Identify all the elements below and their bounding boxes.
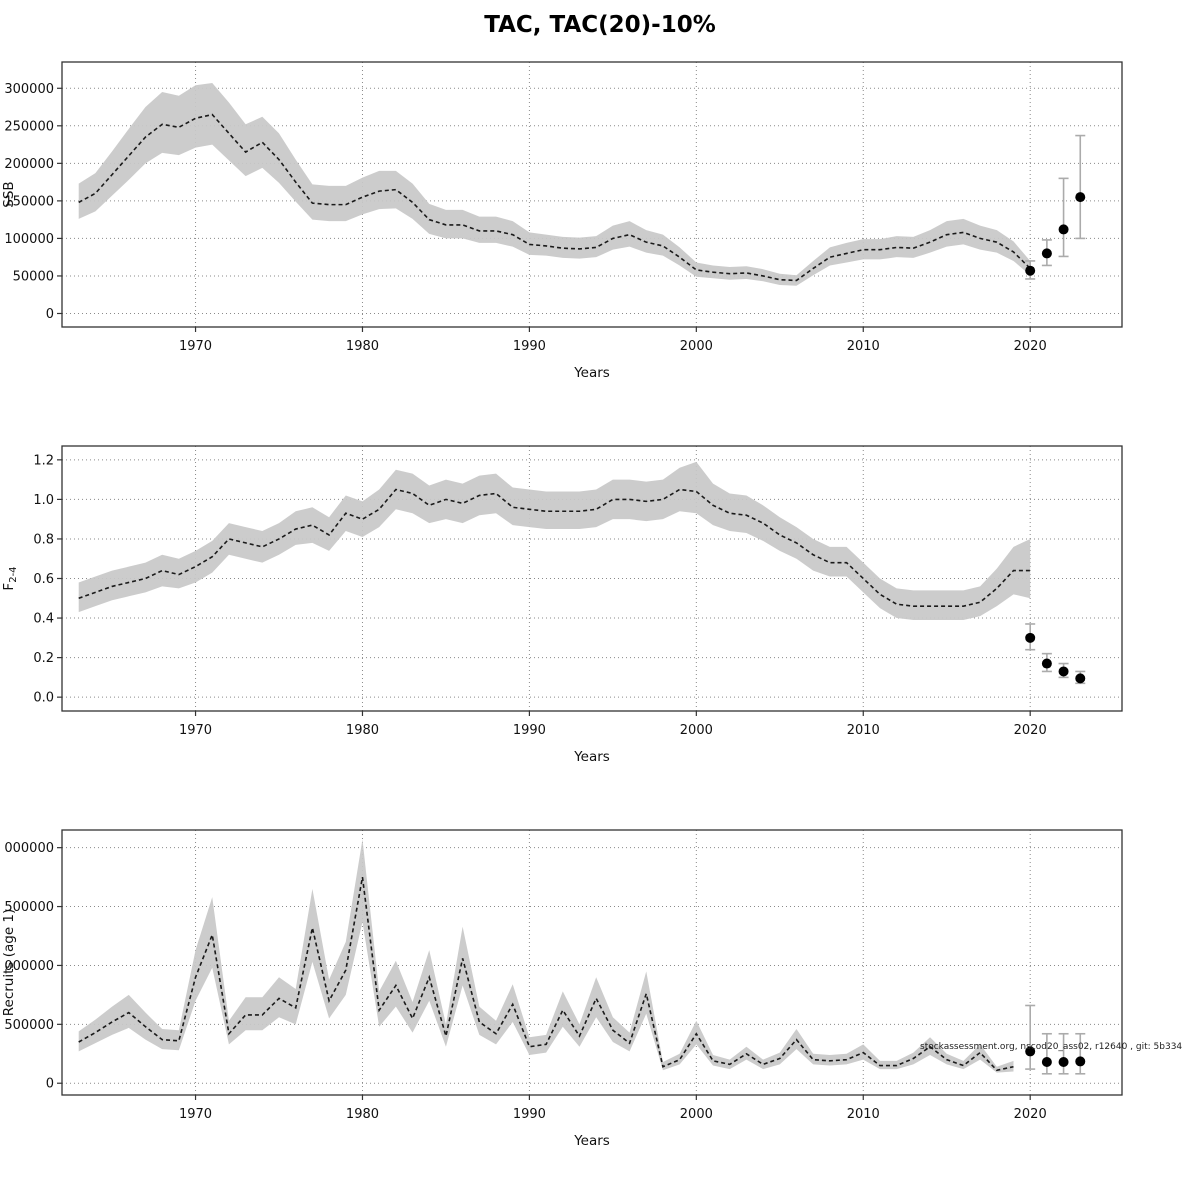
x-tick-label: 1980 xyxy=(346,723,379,738)
confidence-band xyxy=(78,83,1031,286)
forecast-point xyxy=(1041,248,1052,259)
y-tick-label: 000000 xyxy=(4,959,54,974)
page-title: TAC, TAC(20)-10% xyxy=(484,12,716,38)
y-tick-label: 0.8 xyxy=(33,532,54,547)
y-tick-label: 150000 xyxy=(4,194,54,209)
ssb-chart: 1970 1980 1990 2000 2010 2020 0 50000 100000 1500… xyxy=(1,61,1123,381)
x-tick-label: 1980 xyxy=(346,339,379,354)
x-tick-label: 2020 xyxy=(1014,723,1047,738)
forecast-point xyxy=(1025,1046,1036,1057)
y-tick-label: 100000 xyxy=(4,232,54,247)
y-tick-label: 500000 xyxy=(4,1018,54,1033)
x-tick-label: 1970 xyxy=(179,339,212,354)
y-axis-title: SSB xyxy=(1,181,17,207)
forecast-point xyxy=(1058,666,1069,677)
x-axis-title: Years xyxy=(573,365,610,381)
x-tick-label: 2010 xyxy=(847,339,880,354)
x-tick-label: 1970 xyxy=(179,1107,212,1122)
forecast-point xyxy=(1025,632,1036,643)
x-axis-title: Years xyxy=(573,749,610,765)
estimate-line xyxy=(78,876,1014,1072)
recruitment-chart: 1970 1980 1990 2000 2010 2020 0 500000 000000 500… xyxy=(1,829,1123,1149)
x-tick-label: 1980 xyxy=(346,1107,379,1122)
y-tick-label: 0.0 xyxy=(33,691,54,706)
x-tick-label: 1990 xyxy=(513,339,546,354)
x-tick-label: 1990 xyxy=(513,723,546,738)
y-tick-label: 200000 xyxy=(4,157,54,172)
watermark-text: stockassessment.org, nscod20_ass02, r126… xyxy=(920,1042,1183,1052)
forecast-point xyxy=(1058,224,1069,235)
y-tick-label: 000000 xyxy=(4,841,54,856)
forecast-point xyxy=(1041,1057,1052,1068)
x-tick-label: 2000 xyxy=(680,723,713,738)
plot-frame xyxy=(61,61,1123,328)
y-tick-label: 50000 xyxy=(13,269,54,284)
y-tick-label: 250000 xyxy=(4,119,54,134)
x-axis-title: Years xyxy=(573,1133,610,1149)
x-tick-label: 2000 xyxy=(680,339,713,354)
y-tick-label: 0.4 xyxy=(33,612,54,627)
y-tick-label: 1.2 xyxy=(33,453,54,468)
y-tick-label: 1.0 xyxy=(33,493,54,508)
y-tick-label: 0.2 xyxy=(33,651,54,666)
x-tick-label: 1990 xyxy=(513,1107,546,1122)
y-tick-label: 0 xyxy=(46,1077,54,1092)
y-tick-label: 300000 xyxy=(4,82,54,97)
x-tick-label: 1970 xyxy=(179,723,212,738)
y-tick-label: 0.6 xyxy=(33,572,54,587)
confidence-band xyxy=(78,461,1031,621)
x-tick-label: 2010 xyxy=(847,1107,880,1122)
forecast-point xyxy=(1075,673,1086,684)
y-tick-label: 500000 xyxy=(4,900,54,915)
y-axis-title: F2-4 xyxy=(1,566,19,590)
fishing-mortality-chart: 1970 1980 1990 2000 2010 2020 0.0 0.2 0.4 0.6 0.8 1… xyxy=(1,445,1123,765)
x-tick-label: 2000 xyxy=(680,1107,713,1122)
forecast-point xyxy=(1075,192,1086,203)
estimate-line xyxy=(78,113,1031,282)
x-tick-label: 2020 xyxy=(1014,339,1047,354)
y-axis-title: Recruits (age 1) xyxy=(1,909,17,1017)
x-tick-label: 2010 xyxy=(847,723,880,738)
forecast-point xyxy=(1058,1057,1069,1068)
forecast-point xyxy=(1075,1056,1086,1067)
forecast-point xyxy=(1041,658,1052,669)
confidence-band xyxy=(78,839,1014,1073)
forecast-point xyxy=(1025,265,1036,276)
plot-frame xyxy=(61,829,1123,1096)
x-tick-label: 2020 xyxy=(1014,1107,1047,1122)
y-tick-label: 0 xyxy=(46,307,54,322)
estimate-line xyxy=(78,488,1031,607)
